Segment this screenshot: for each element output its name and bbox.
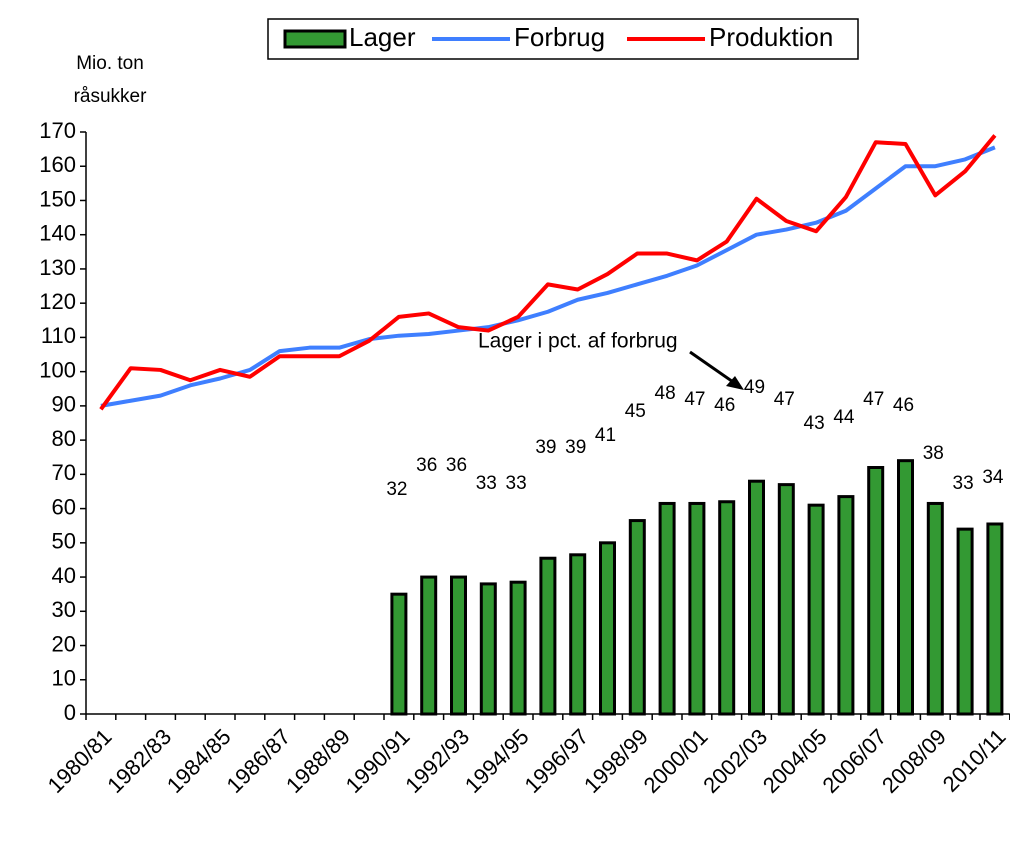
x-tick-label: 1990/91 bbox=[341, 724, 415, 798]
bar bbox=[748, 479, 765, 716]
pct-label: 36 bbox=[446, 455, 467, 476]
y-tick-label: 40 bbox=[52, 563, 76, 588]
legend-label: Forbrug bbox=[514, 22, 605, 52]
legend-label: Lager bbox=[349, 22, 416, 52]
line bbox=[99, 134, 997, 411]
pct-label: 34 bbox=[982, 467, 1004, 488]
y-tick-label: 20 bbox=[52, 631, 76, 656]
y-tick-label: 130 bbox=[39, 255, 76, 280]
bar bbox=[956, 527, 974, 716]
pct-label: 36 bbox=[416, 455, 437, 476]
y-axis-label: råsukker bbox=[74, 86, 148, 107]
pct-label: 33 bbox=[506, 473, 527, 494]
bar bbox=[718, 500, 736, 716]
pct-label: 48 bbox=[655, 383, 676, 404]
bar bbox=[807, 503, 825, 716]
y-tick-label: 120 bbox=[39, 289, 76, 314]
x-tick-label: 1998/99 bbox=[579, 724, 653, 798]
bar bbox=[897, 459, 914, 716]
y-tick-label: 80 bbox=[52, 426, 76, 451]
x-tick-label: 2002/03 bbox=[698, 724, 772, 798]
y-tick-label: 90 bbox=[52, 392, 76, 417]
annotation-arrow bbox=[689, 350, 737, 386]
pct-label: 49 bbox=[744, 377, 765, 398]
bar bbox=[599, 541, 616, 716]
bar bbox=[539, 556, 557, 716]
x-tick-label: 2006/07 bbox=[817, 724, 891, 798]
legend-swatch bbox=[283, 29, 347, 49]
pct-label: 38 bbox=[923, 443, 944, 464]
legend-label: Produktion bbox=[709, 22, 833, 52]
pct-label: 32 bbox=[386, 479, 407, 500]
bar bbox=[420, 575, 438, 716]
bar bbox=[986, 522, 1004, 716]
bar bbox=[479, 582, 497, 716]
y-axis-label: Mio. ton bbox=[76, 53, 144, 74]
pct-label: 44 bbox=[833, 407, 855, 428]
line bbox=[100, 145, 996, 408]
bar bbox=[509, 580, 527, 716]
bar bbox=[867, 466, 885, 716]
y-tick-label: 150 bbox=[39, 186, 76, 211]
annotation-arrowhead bbox=[726, 376, 744, 390]
y-tick-label: 170 bbox=[39, 118, 76, 143]
pct-label: 43 bbox=[804, 413, 825, 434]
pct-label: 33 bbox=[953, 473, 974, 494]
bar bbox=[777, 483, 795, 716]
x-tick-label: 1986/87 bbox=[221, 724, 295, 798]
y-tick-label: 70 bbox=[52, 460, 76, 485]
y-tick-label: 140 bbox=[39, 221, 76, 246]
y-tick-label: 30 bbox=[52, 597, 76, 622]
pct-label: 47 bbox=[684, 389, 705, 410]
x-tick-label: 1982/83 bbox=[102, 724, 176, 798]
pct-label: 46 bbox=[893, 395, 914, 416]
x-tick-label: 1984/85 bbox=[162, 724, 236, 798]
legend-box bbox=[267, 18, 859, 60]
bar bbox=[390, 592, 408, 716]
y-tick-label: 100 bbox=[39, 357, 76, 382]
x-tick-label: 1994/95 bbox=[460, 724, 534, 798]
y-tick-label: 10 bbox=[52, 666, 76, 691]
x-tick-label: 2010/11 bbox=[938, 724, 1010, 797]
bar bbox=[628, 519, 646, 716]
pct-label: 39 bbox=[535, 437, 556, 458]
pct-label: 47 bbox=[774, 389, 795, 410]
y-tick-label: 110 bbox=[41, 323, 76, 348]
pct-label: 41 bbox=[595, 425, 616, 446]
y-tick-label: 160 bbox=[39, 152, 76, 177]
x-tick-label: 1988/89 bbox=[281, 724, 355, 798]
pct-label: 46 bbox=[714, 395, 735, 416]
annotation: Lager i pct. af forbrug bbox=[478, 330, 678, 353]
bar bbox=[837, 495, 855, 716]
y-tick-label: 0 bbox=[64, 700, 76, 725]
x-tick-label: 1992/93 bbox=[400, 724, 474, 798]
y-tick-label: 50 bbox=[52, 529, 76, 554]
bar bbox=[926, 501, 944, 716]
x-tick-label: 2004/05 bbox=[758, 724, 832, 798]
x-tick-label: 1996/97 bbox=[519, 724, 593, 798]
y-tick-label: 60 bbox=[52, 494, 76, 519]
x-tick-label: 2000/01 bbox=[639, 724, 713, 798]
pct-label: 33 bbox=[476, 473, 497, 494]
pct-label: 45 bbox=[625, 401, 646, 422]
bar bbox=[688, 501, 706, 716]
pct-label: 39 bbox=[565, 437, 586, 458]
pct-label: 47 bbox=[863, 389, 884, 410]
bar bbox=[450, 575, 467, 716]
x-tick-label: 1980/81 bbox=[43, 724, 117, 798]
x-tick-label: 2008/09 bbox=[877, 724, 951, 798]
bar bbox=[569, 553, 587, 716]
bar bbox=[658, 501, 676, 716]
